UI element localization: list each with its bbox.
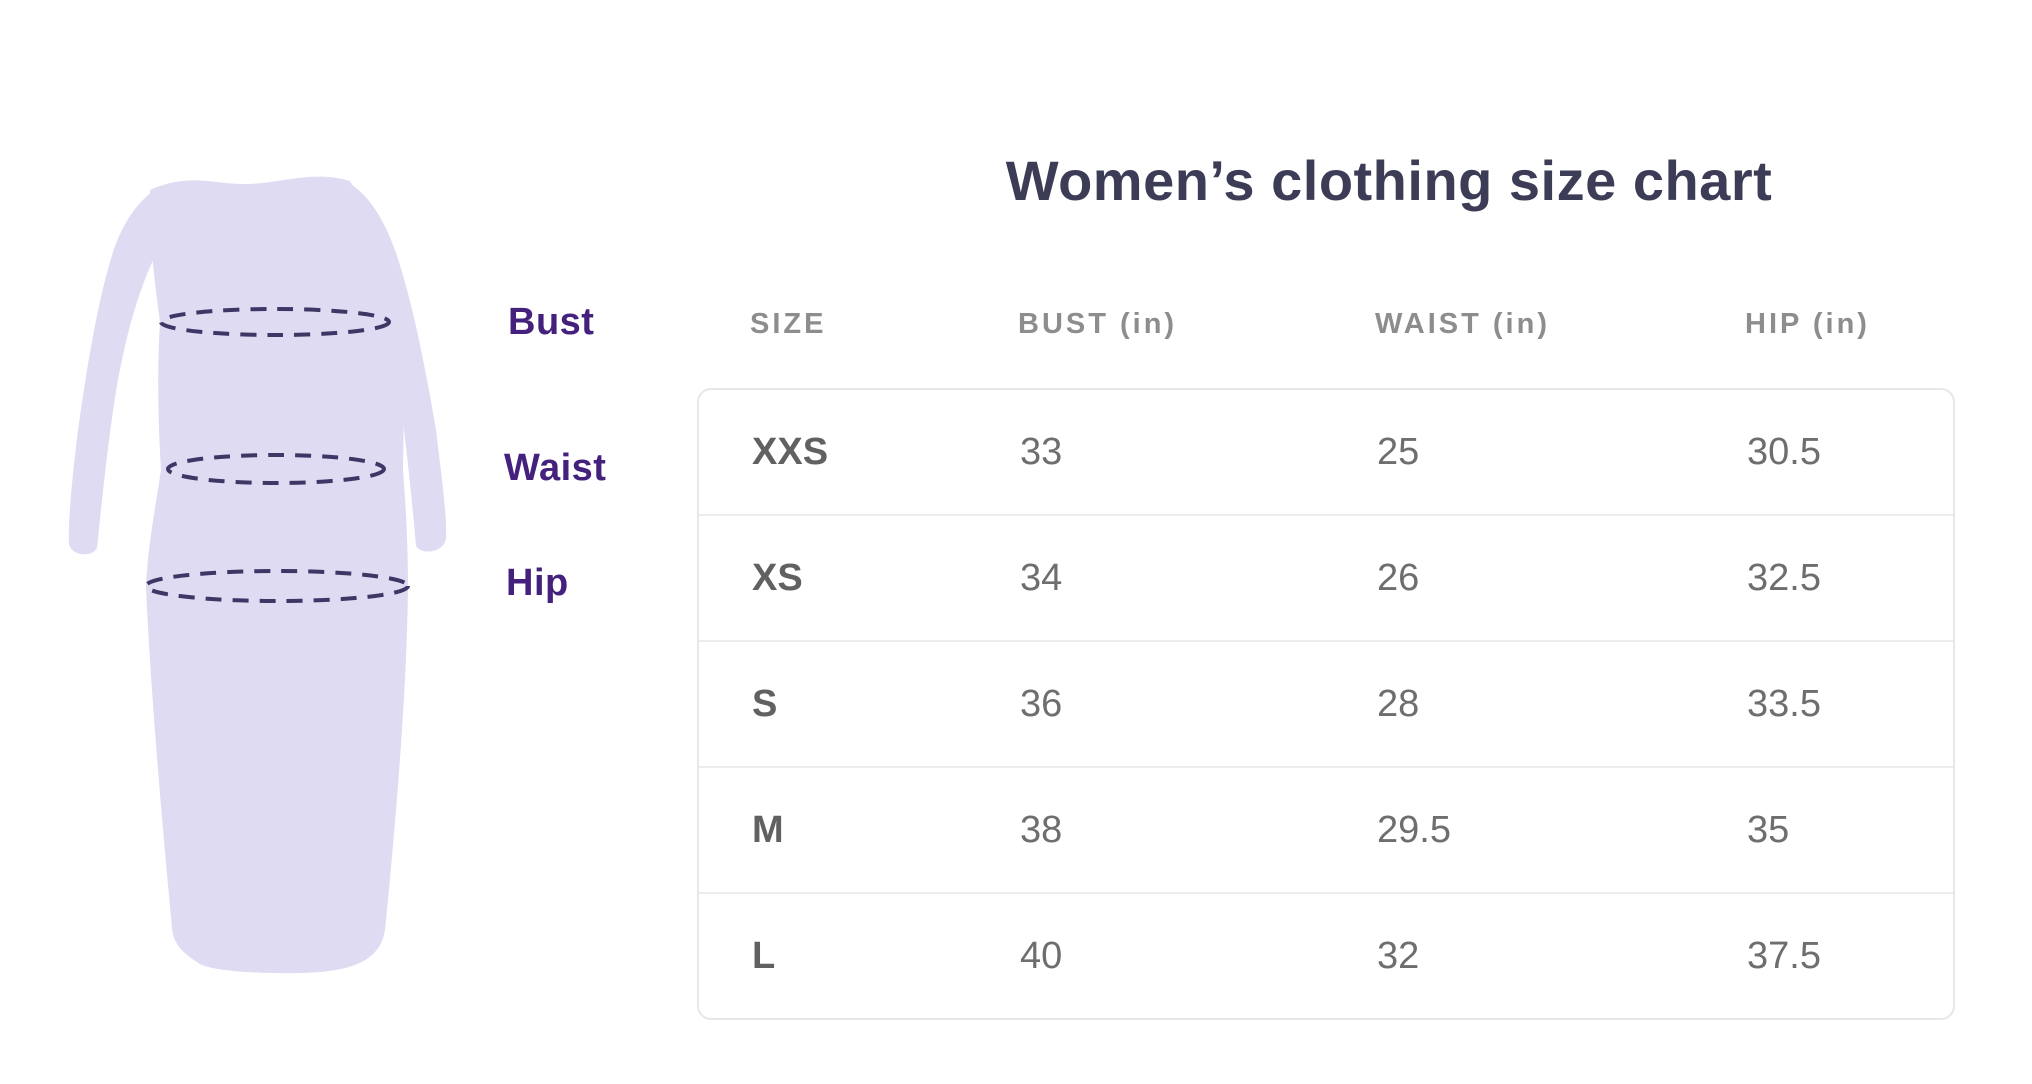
cell-hip: 37.5 xyxy=(1747,934,1821,977)
dress-body xyxy=(146,176,408,974)
table-row: L 40 32 37.5 xyxy=(699,894,1953,1018)
hip-label: Hip xyxy=(506,562,569,604)
cell-bust: 38 xyxy=(1020,808,1063,851)
cell-bust: 40 xyxy=(1020,934,1063,977)
cell-size: XS xyxy=(752,556,803,599)
column-header-size: SIZE xyxy=(750,308,827,340)
cell-hip: 32.5 xyxy=(1747,556,1821,599)
hip-measure-line xyxy=(144,569,410,603)
dress-left-sleeve xyxy=(68,192,169,555)
cell-size: XXS xyxy=(752,430,829,473)
cell-waist: 26 xyxy=(1377,556,1420,599)
cell-hip: 33.5 xyxy=(1747,682,1821,725)
cell-hip: 35 xyxy=(1747,808,1790,851)
page-title: Women’s clothing size chart xyxy=(1005,149,1773,212)
column-header-hip: HIP (in) xyxy=(1745,308,1870,340)
bust-label: Bust xyxy=(508,301,595,343)
bust-measure-line xyxy=(159,307,391,337)
table-row: M 38 29.5 35 xyxy=(699,768,1953,894)
column-header-bust: BUST (in) xyxy=(1018,308,1178,340)
table-row: XS 34 26 32.5 xyxy=(699,516,1953,642)
cell-size: S xyxy=(752,682,778,725)
cell-bust: 33 xyxy=(1020,430,1063,473)
table-row: S 36 28 33.5 xyxy=(699,642,1953,768)
cell-waist: 25 xyxy=(1377,430,1420,473)
cell-waist: 28 xyxy=(1377,682,1420,725)
cell-size: L xyxy=(752,934,776,977)
cell-hip: 30.5 xyxy=(1747,430,1821,473)
waist-measure-line xyxy=(166,453,386,485)
size-chart-table: XXS 33 25 30.5 XS 34 26 32.5 S 36 28 33.… xyxy=(697,388,1955,1020)
table-header-row: SIZE BUST (in) WAIST (in) HIP (in) xyxy=(697,308,1955,341)
column-header-waist: WAIST (in) xyxy=(1375,308,1550,340)
cell-waist: 32 xyxy=(1377,934,1420,977)
cell-bust: 36 xyxy=(1020,682,1063,725)
table-row: XXS 33 25 30.5 xyxy=(699,390,1953,516)
cell-size: M xyxy=(752,808,784,851)
cell-waist: 29.5 xyxy=(1377,808,1451,851)
cell-bust: 34 xyxy=(1020,556,1063,599)
waist-label: Waist xyxy=(504,447,607,489)
